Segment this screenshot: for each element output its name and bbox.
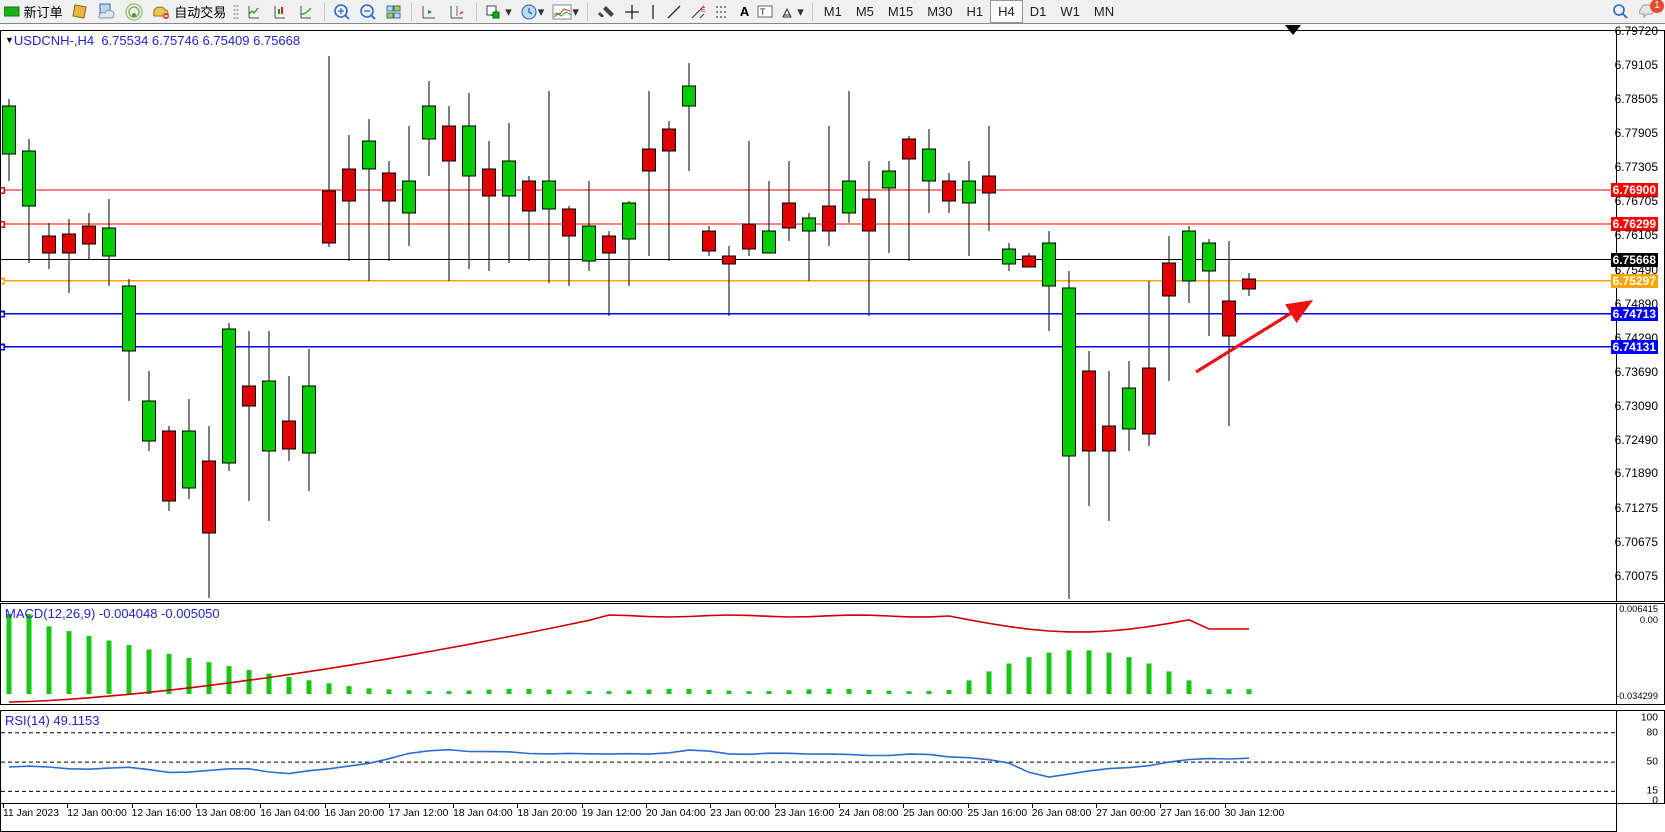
svg-text:E: E <box>701 7 706 14</box>
svg-text:T: T <box>760 7 766 17</box>
